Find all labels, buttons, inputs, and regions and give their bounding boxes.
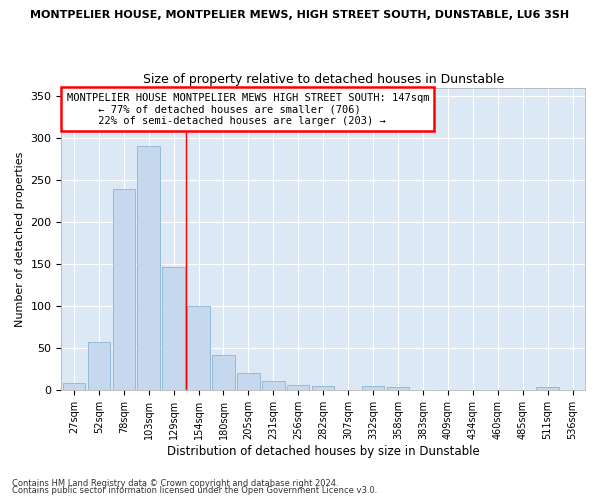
- Text: Contains public sector information licensed under the Open Government Licence v3: Contains public sector information licen…: [12, 486, 377, 495]
- Bar: [113, 188, 135, 390]
- Bar: [287, 385, 310, 390]
- Y-axis label: Number of detached properties: Number of detached properties: [15, 152, 25, 326]
- Bar: [536, 388, 559, 390]
- Text: MONTPELIER HOUSE, MONTPELIER MEWS, HIGH STREET SOUTH, DUNSTABLE, LU6 3SH: MONTPELIER HOUSE, MONTPELIER MEWS, HIGH …: [31, 10, 569, 20]
- Bar: [137, 146, 160, 390]
- Title: Size of property relative to detached houses in Dunstable: Size of property relative to detached ho…: [143, 72, 504, 86]
- Bar: [362, 386, 384, 390]
- Bar: [387, 388, 409, 390]
- Bar: [212, 356, 235, 390]
- Bar: [312, 386, 334, 390]
- Bar: [262, 380, 284, 390]
- X-axis label: Distribution of detached houses by size in Dunstable: Distribution of detached houses by size …: [167, 444, 479, 458]
- Bar: [237, 373, 260, 390]
- Bar: [88, 342, 110, 390]
- Bar: [62, 383, 85, 390]
- Bar: [163, 268, 185, 390]
- Text: Contains HM Land Registry data © Crown copyright and database right 2024.: Contains HM Land Registry data © Crown c…: [12, 478, 338, 488]
- Text: MONTPELIER HOUSE MONTPELIER MEWS HIGH STREET SOUTH: 147sqm
     ← 77% of detache: MONTPELIER HOUSE MONTPELIER MEWS HIGH ST…: [67, 92, 429, 126]
- Bar: [187, 306, 210, 390]
